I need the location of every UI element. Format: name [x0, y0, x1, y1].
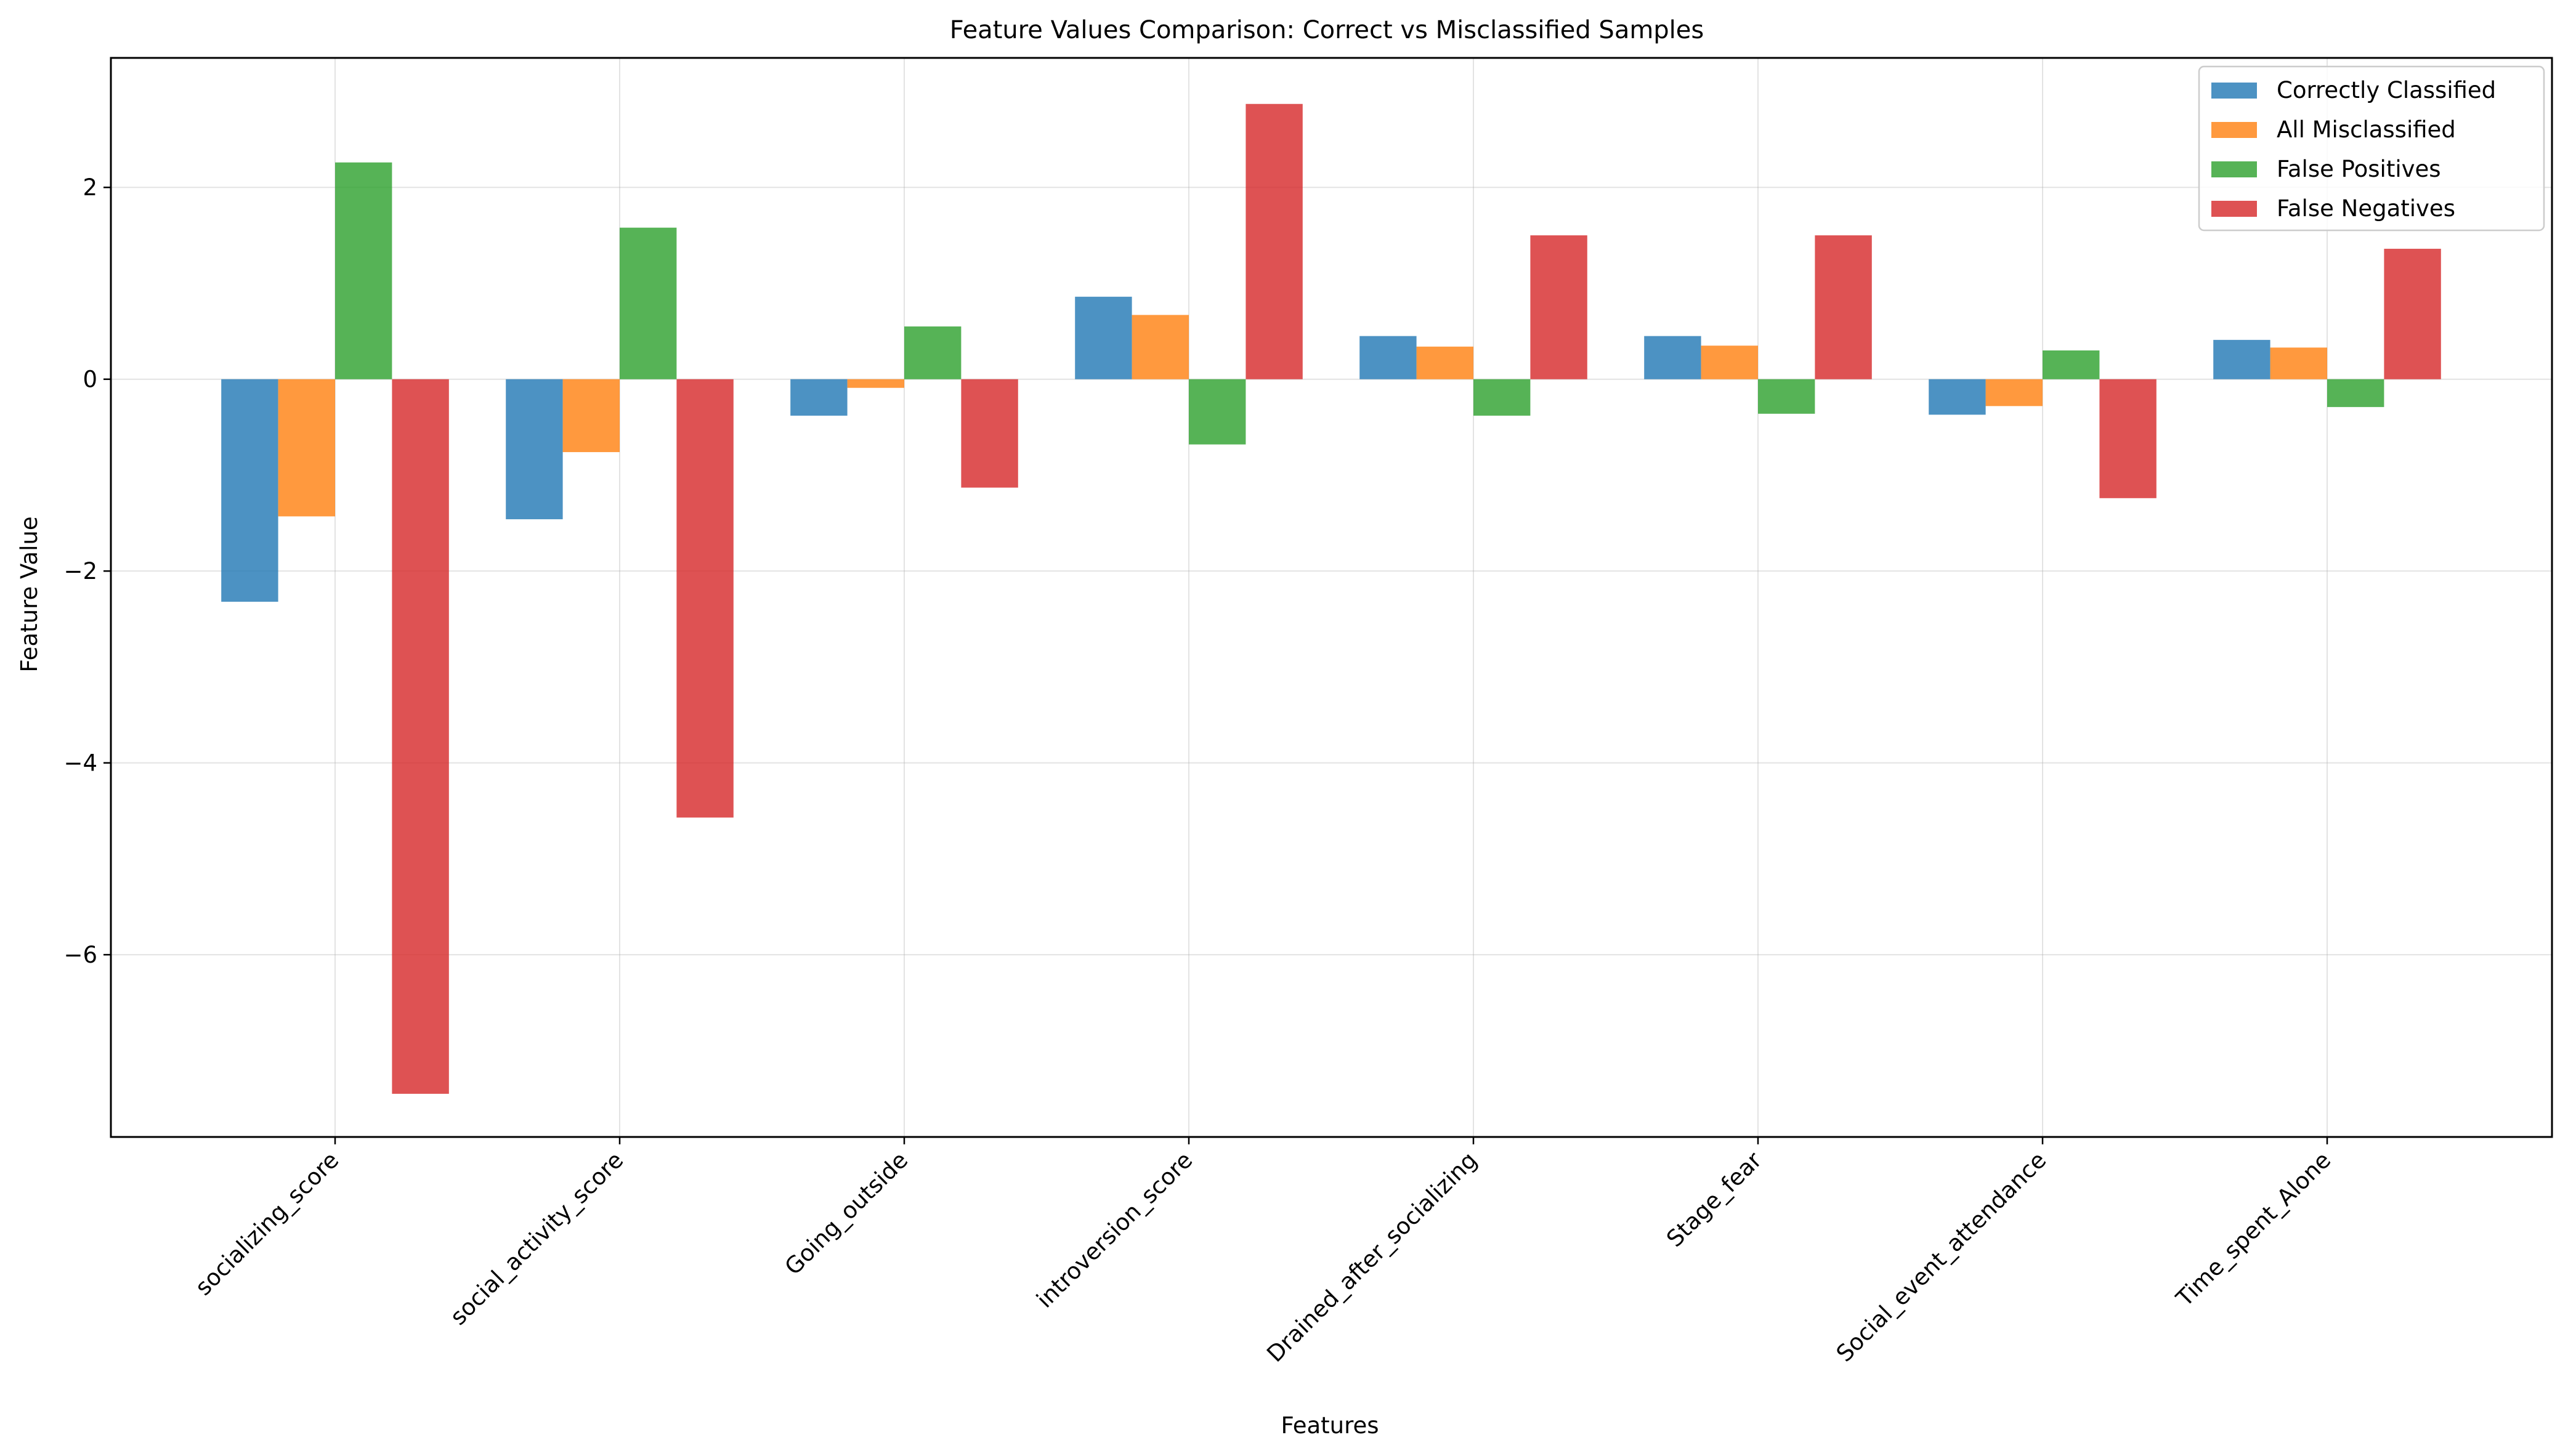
chart-title: Feature Values Comparison: Correct vs Mi… [950, 16, 1704, 44]
bar [278, 379, 335, 517]
bar [1189, 379, 1246, 445]
bar [676, 379, 734, 818]
plot-frame [110, 57, 2553, 1138]
x-axis-label: Features [1281, 1412, 1379, 1439]
legend-box [2198, 65, 2545, 232]
bar [1246, 103, 1303, 379]
y-tick-label: 2 [83, 174, 97, 201]
bar [1473, 379, 1531, 416]
legend-swatch [2211, 201, 2257, 217]
legend-swatch [2211, 161, 2257, 177]
bar [1075, 296, 1132, 379]
bar [961, 379, 1018, 488]
y-tick-label: 0 [83, 366, 97, 393]
bar [1758, 379, 1815, 414]
bar [620, 227, 677, 379]
bar [506, 379, 563, 520]
bar [1644, 336, 1701, 379]
bar [1929, 379, 1986, 415]
bar [1530, 235, 1587, 379]
bar [562, 379, 620, 453]
legend-swatch [2211, 83, 2257, 99]
bar [1701, 346, 1758, 379]
bar [2327, 379, 2384, 407]
bar [1359, 336, 1417, 379]
y-axis-label: Feature Value [16, 516, 43, 672]
bar [1815, 235, 1872, 379]
bars [221, 103, 2441, 1094]
y-tick-label: −6 [63, 942, 97, 968]
bar [904, 326, 962, 379]
bar [1132, 315, 1189, 379]
y-tick-label: −2 [63, 558, 97, 584]
bar [2213, 339, 2270, 379]
bar [847, 379, 904, 388]
legend-label: All Misclassified [2277, 116, 2456, 143]
legend-swatch [2211, 122, 2257, 138]
bar [1416, 346, 1473, 379]
bar [221, 379, 278, 602]
bar [392, 379, 449, 1094]
legend-label: Correctly Classified [2277, 77, 2496, 103]
grid [111, 58, 2552, 1137]
bar [335, 162, 392, 379]
bar [2043, 350, 2100, 379]
legend-label: False Negatives [2277, 195, 2455, 222]
bar [790, 379, 848, 416]
y-tick-label: −4 [63, 750, 97, 777]
bar [1985, 379, 2043, 406]
legend-label: False Positives [2277, 156, 2441, 182]
bar [2384, 248, 2441, 379]
legend: Correctly Classified All Misclassified Fal… [2198, 65, 2545, 232]
bar [2270, 347, 2327, 379]
bar [2099, 379, 2157, 498]
